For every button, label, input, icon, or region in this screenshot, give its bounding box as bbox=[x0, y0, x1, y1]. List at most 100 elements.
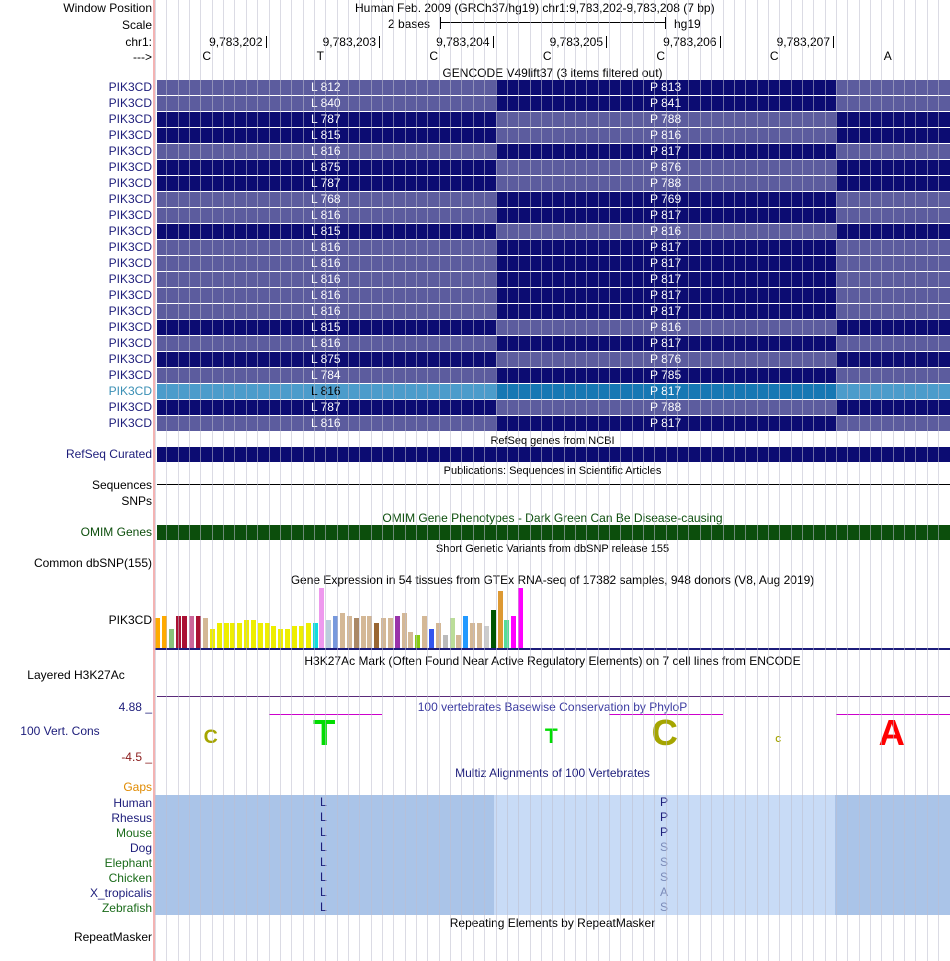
gtex-tissue-bar[interactable] bbox=[298, 625, 304, 648]
gene-label-pik3cd[interactable]: PIK3CD bbox=[108, 288, 152, 302]
gtex-tissue-bar[interactable] bbox=[278, 628, 284, 648]
gene-exon-left[interactable] bbox=[157, 416, 496, 431]
gtex-tissue-bar[interactable] bbox=[223, 622, 229, 648]
gene-exon-side[interactable] bbox=[836, 128, 950, 143]
gene-label-pik3cd[interactable]: PIK3CD bbox=[108, 416, 152, 430]
gtex-tissue-bar[interactable] bbox=[435, 622, 441, 648]
gene-exon-left[interactable] bbox=[157, 400, 496, 415]
gene-exon-left[interactable] bbox=[157, 96, 496, 111]
gene-exon-side[interactable] bbox=[836, 96, 950, 111]
gene-exon-left[interactable] bbox=[157, 352, 496, 367]
gtex-tissue-bar[interactable] bbox=[189, 616, 195, 648]
gene-label-pik3cd[interactable]: PIK3CD bbox=[108, 352, 152, 366]
gene-exon-left[interactable] bbox=[157, 272, 496, 287]
gtex-tissue-bar[interactable] bbox=[401, 613, 407, 648]
gene-label-pik3cd[interactable]: PIK3CD bbox=[108, 144, 152, 158]
gtex-tissue-bar[interactable] bbox=[161, 616, 167, 648]
gene-exon-left[interactable] bbox=[157, 112, 496, 127]
gene-exon-left[interactable] bbox=[157, 224, 496, 239]
gtex-tissue-bar[interactable] bbox=[216, 622, 222, 648]
gene-exon-side[interactable] bbox=[836, 336, 950, 351]
gene-exon-left[interactable] bbox=[157, 208, 496, 223]
gtex-tissue-bar[interactable] bbox=[511, 616, 517, 648]
omim-genes-label[interactable]: OMIM Genes bbox=[80, 525, 152, 539]
gene-label-pik3cd[interactable]: PIK3CD bbox=[108, 192, 152, 206]
gene-exon-side[interactable] bbox=[836, 384, 950, 399]
gtex-tissue-bar[interactable] bbox=[374, 622, 380, 648]
gtex-tissue-bar[interactable] bbox=[367, 616, 373, 648]
gtex-tissue-bar[interactable] bbox=[442, 635, 448, 648]
gene-label-pik3cd[interactable]: PIK3CD bbox=[108, 320, 152, 334]
gene-exon-side[interactable] bbox=[836, 272, 950, 287]
gene-exon-left[interactable] bbox=[157, 176, 496, 191]
sequences-label[interactable]: Sequences bbox=[91, 478, 152, 492]
gene-label-pik3cd[interactable]: PIK3CD bbox=[108, 400, 152, 414]
gtex-tissue-bar[interactable] bbox=[244, 619, 250, 648]
gene-label-pik3cd[interactable]: PIK3CD bbox=[108, 160, 152, 174]
species-label[interactable]: Human bbox=[113, 796, 152, 810]
gtex-tissue-bar[interactable] bbox=[415, 635, 421, 648]
gene-exon-side[interactable] bbox=[836, 240, 950, 255]
gene-exon-left[interactable] bbox=[157, 256, 496, 271]
gene-exon-left[interactable] bbox=[157, 192, 496, 207]
gtex-tissue-bar[interactable] bbox=[285, 628, 291, 648]
gtex-tissue-bar[interactable] bbox=[429, 629, 434, 648]
gene-exon-side[interactable] bbox=[836, 304, 950, 319]
gtex-tissue-bar[interactable] bbox=[449, 618, 455, 648]
gtex-tissue-bar[interactable] bbox=[353, 618, 359, 648]
gtex-tissue-bar[interactable] bbox=[196, 616, 202, 648]
gtex-tissue-bar[interactable] bbox=[483, 625, 489, 648]
gtex-tissue-bar[interactable] bbox=[381, 618, 387, 648]
gene-exon-side[interactable] bbox=[836, 192, 950, 207]
gtex-tissue-bar[interactable] bbox=[360, 616, 366, 648]
gene-exon-left[interactable] bbox=[157, 320, 496, 335]
gene-exon-side[interactable] bbox=[836, 400, 950, 415]
gene-label-pik3cd[interactable]: PIK3CD bbox=[108, 304, 152, 318]
gene-exon-left[interactable] bbox=[157, 304, 496, 319]
gene-label-pik3cd[interactable]: PIK3CD bbox=[108, 240, 152, 254]
gtex-tissue-bar[interactable] bbox=[504, 619, 510, 648]
gtex-tissue-bar[interactable] bbox=[292, 625, 297, 648]
gene-exon-side[interactable] bbox=[836, 416, 950, 431]
gene-exon-side[interactable] bbox=[836, 176, 950, 191]
gtex-tissue-bar[interactable] bbox=[312, 622, 318, 648]
gtex-tissue-bar[interactable] bbox=[422, 616, 428, 648]
repeatmasker-label[interactable]: RepeatMasker bbox=[73, 930, 152, 944]
gene-exon-side[interactable] bbox=[836, 208, 950, 223]
species-label[interactable]: Mouse bbox=[115, 826, 152, 840]
gene-exon-side[interactable] bbox=[836, 320, 950, 335]
gene-exon-left[interactable] bbox=[157, 336, 496, 351]
gtex-tissue-bar[interactable] bbox=[257, 622, 263, 648]
species-label[interactable]: X_tropicalis bbox=[89, 886, 152, 900]
species-label[interactable]: Zebrafish bbox=[101, 901, 152, 915]
gtex-tissue-bar[interactable] bbox=[168, 629, 174, 648]
gtex-tissue-bar[interactable] bbox=[250, 619, 256, 648]
gtex-tissue-bar[interactable] bbox=[271, 625, 277, 648]
gtex-tissue-bar[interactable] bbox=[230, 622, 236, 648]
gene-exon-side[interactable] bbox=[836, 160, 950, 175]
gene-label-pik3cd[interactable]: PIK3CD bbox=[108, 256, 152, 270]
gene-exon-left[interactable] bbox=[157, 288, 496, 303]
species-label[interactable]: Rhesus bbox=[111, 811, 152, 825]
gtex-tissue-bar[interactable] bbox=[264, 622, 270, 648]
gene-exon-left[interactable] bbox=[157, 368, 496, 383]
species-label[interactable]: Elephant bbox=[104, 856, 152, 870]
gtex-tissue-bar[interactable] bbox=[237, 622, 243, 648]
gtex-tissue-bar[interactable] bbox=[209, 629, 215, 648]
gene-exon-side[interactable] bbox=[836, 352, 950, 367]
gtex-tissue-bar[interactable] bbox=[476, 622, 482, 648]
gtex-tissue-bar[interactable] bbox=[470, 622, 476, 648]
common-dbsnp-label[interactable]: Common dbSNP(155) bbox=[33, 556, 152, 570]
gene-label-pik3cd[interactable]: PIK3CD bbox=[108, 368, 152, 382]
gtex-bar-chart[interactable] bbox=[155, 588, 535, 648]
gene-label-pik3cd[interactable]: PIK3CD bbox=[108, 176, 152, 190]
gtex-tissue-bar[interactable] bbox=[339, 613, 345, 648]
gtex-tissue-bar[interactable] bbox=[490, 610, 496, 648]
gene-exon-side[interactable] bbox=[836, 256, 950, 271]
